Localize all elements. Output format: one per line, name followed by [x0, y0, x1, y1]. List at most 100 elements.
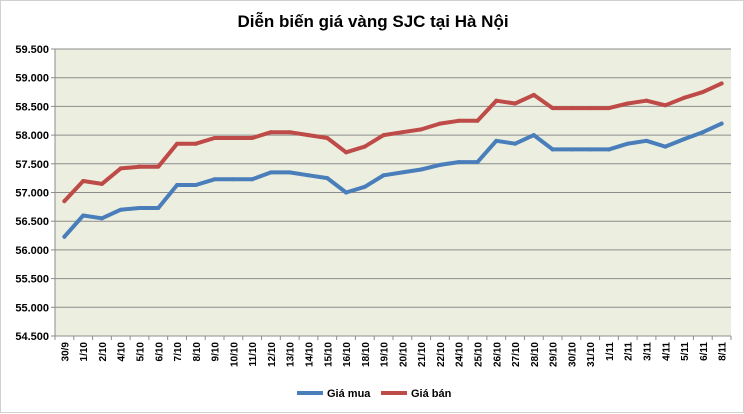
- data-point: [700, 90, 705, 95]
- y-tick-label: 55.500: [15, 274, 49, 286]
- data-point: [550, 106, 555, 111]
- data-point: [381, 173, 386, 178]
- y-tick-label: 59.000: [15, 73, 49, 85]
- y-tick-label: 55.000: [15, 302, 49, 314]
- x-tick-label: 5/10: [136, 342, 147, 362]
- legend: Giá mua Giá bán: [297, 388, 452, 400]
- x-tick-label: 25/10: [474, 342, 485, 367]
- x-tick-label: 2/10: [98, 342, 109, 362]
- data-point: [193, 183, 198, 188]
- data-point: [437, 162, 442, 167]
- data-point: [250, 135, 255, 140]
- data-point: [62, 199, 67, 204]
- data-point: [682, 137, 687, 142]
- data-point: [325, 176, 330, 181]
- data-point: [175, 183, 180, 188]
- x-tick-label: 19/10: [380, 342, 391, 367]
- y-tick-label: 54.500: [15, 331, 49, 343]
- data-point: [569, 106, 574, 111]
- x-tick-label: 6/11: [699, 342, 710, 361]
- data-point: [456, 160, 461, 165]
- y-tick-label: 56.000: [15, 245, 49, 257]
- data-point: [494, 138, 499, 143]
- x-tick-label: 1/10: [79, 342, 90, 362]
- x-tick-label: 18/10: [361, 342, 372, 367]
- x-tick-label: 9/10: [211, 342, 222, 362]
- data-point: [362, 144, 367, 149]
- data-point: [325, 135, 330, 140]
- x-tick-label: 28/10: [530, 342, 541, 367]
- series-line-gia-ban: [62, 81, 724, 204]
- data-point: [456, 118, 461, 123]
- data-point: [137, 164, 142, 169]
- data-point: [531, 133, 536, 138]
- data-point: [62, 234, 67, 239]
- data-point: [644, 98, 649, 103]
- data-point: [475, 160, 480, 165]
- data-point: [719, 81, 724, 86]
- data-point: [212, 177, 217, 182]
- x-tick-label: 6/10: [154, 342, 165, 362]
- data-point: [344, 190, 349, 195]
- x-tick-label: 31/10: [586, 342, 597, 367]
- x-tick-label: 1/11: [605, 342, 616, 361]
- x-tick-label: 30/10: [567, 342, 578, 367]
- data-point: [719, 121, 724, 126]
- y-tick-label: 58.500: [15, 101, 49, 113]
- x-tick-label: 7/10: [173, 342, 184, 362]
- legend-label: Giá bán: [411, 388, 452, 400]
- data-point: [419, 167, 424, 172]
- data-point: [513, 101, 518, 106]
- data-point: [682, 95, 687, 100]
- data-point: [606, 147, 611, 152]
- data-point: [475, 118, 480, 123]
- data-point: [306, 133, 311, 138]
- data-point: [344, 150, 349, 155]
- data-point: [156, 205, 161, 210]
- x-tick-label: 10/10: [229, 342, 240, 367]
- data-point: [550, 147, 555, 152]
- chart-title: Diễn biến giá vàng SJC tại Hà Nội: [237, 12, 508, 31]
- data-point: [118, 207, 123, 212]
- data-point: [531, 92, 536, 97]
- data-point: [231, 177, 236, 182]
- data-point: [156, 164, 161, 169]
- y-tick-label: 59.500: [15, 44, 49, 56]
- x-tick-label: 8/10: [192, 342, 203, 362]
- gridlines: [55, 48, 731, 337]
- data-point: [268, 170, 273, 175]
- data-point: [400, 170, 405, 175]
- data-point: [644, 138, 649, 143]
- data-point: [588, 147, 593, 152]
- data-point: [99, 216, 104, 221]
- x-tick-label: 12/10: [267, 342, 278, 367]
- data-point: [99, 181, 104, 186]
- series-line-gia-mua: [62, 121, 724, 239]
- y-tick-label: 57.500: [15, 159, 49, 171]
- data-point: [700, 130, 705, 135]
- data-point: [419, 127, 424, 132]
- data-point: [513, 141, 518, 146]
- x-tick-label: 11/10: [248, 342, 259, 367]
- legend-label: Giá mua: [327, 388, 371, 400]
- y-tick-label: 58.000: [15, 130, 49, 142]
- x-tick-label: 2/11: [624, 342, 635, 361]
- data-point: [381, 133, 386, 138]
- series-layer: [62, 81, 724, 239]
- data-point: [437, 121, 442, 126]
- x-tick-label: 3/11: [643, 342, 654, 361]
- x-tick-label: 30/9: [60, 342, 71, 362]
- x-tick-label: 27/10: [511, 342, 522, 367]
- x-tick-label: 22/10: [436, 342, 447, 367]
- data-point: [212, 135, 217, 140]
- data-point: [588, 106, 593, 111]
- x-tick-label: 5/11: [680, 342, 691, 361]
- data-point: [287, 170, 292, 175]
- data-point: [118, 166, 123, 171]
- x-tick-label: 4/10: [117, 342, 128, 362]
- data-point: [362, 184, 367, 189]
- data-point: [625, 141, 630, 146]
- x-tick-label: 13/10: [286, 342, 297, 367]
- x-tick-label: 16/10: [342, 342, 353, 367]
